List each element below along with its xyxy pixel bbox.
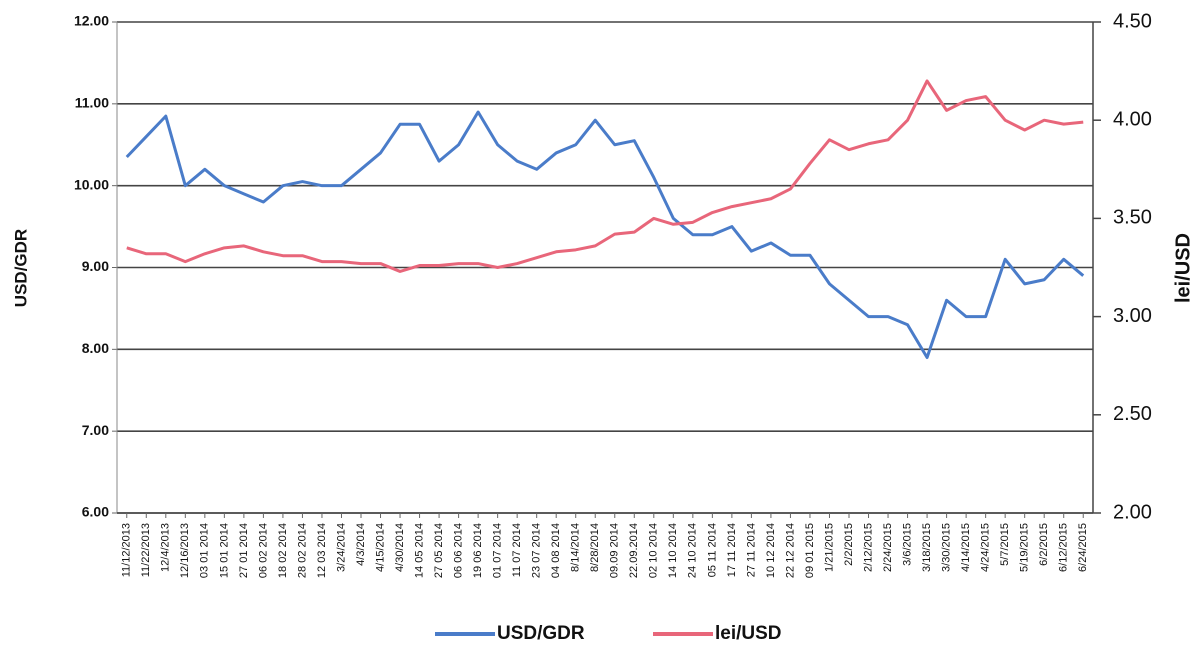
y-tick-label: 6.00: [82, 504, 109, 520]
x-tick-label: 12/16/2013: [179, 523, 191, 578]
x-tick-label: 22 12 2014: [784, 523, 796, 578]
y-tick-label: 9.00: [82, 258, 109, 274]
y2-tick-label: 4.00: [1113, 108, 1152, 130]
x-tick-label: 2/24/2015: [882, 523, 894, 572]
x-tick-label: 5/19/2015: [1019, 523, 1031, 572]
x-tick-label: 4/24/2015: [980, 523, 992, 572]
x-tick-label: 24 10 2014: [687, 523, 699, 578]
x-tick-label: 12/4/2013: [160, 523, 172, 572]
x-tick-label: 18 02 2014: [277, 523, 289, 578]
x-tick-label: 27 01 2014: [238, 523, 250, 578]
x-tick-label: 09 01 2015: [804, 523, 816, 578]
y2-tick-label: 3.50: [1113, 207, 1152, 229]
x-tick-label: 3/24/2014: [335, 523, 347, 572]
y-tick-label: 11.00: [75, 95, 109, 111]
x-tick-label: 11/12/2013: [121, 523, 133, 577]
x-tick-label: 10 12 2014: [765, 523, 777, 578]
x-tick-label: 04 08 2014: [550, 523, 562, 578]
x-tick-label: 8/28/2014: [589, 523, 601, 572]
x-tick-label: 03 01 2014: [199, 523, 211, 578]
x-tick-label: 12 03 2014: [316, 523, 328, 578]
x-tick-label: 11/22/2013: [140, 523, 152, 577]
x-tick-label: 17 11 2014: [726, 523, 738, 577]
x-tick-label: 19 06 2014: [472, 523, 484, 578]
y-tick-label: 8.00: [82, 340, 109, 356]
x-tick-label: 15 01 2014: [218, 523, 230, 578]
x-tick-label: 02 10 2014: [648, 523, 660, 578]
y2-axis-label: lei/USD: [1172, 233, 1194, 303]
series-line: [125, 110, 1085, 360]
x-tick-label: 06 06 2014: [453, 523, 465, 578]
series-line: [126, 79, 1084, 273]
x-tick-label: 14 10 2014: [667, 523, 679, 578]
x-tick-label: 8/14/2014: [570, 523, 582, 572]
x-tick-label: 6/2/2015: [1038, 523, 1050, 566]
x-tick-label: 6/12/2015: [1058, 523, 1070, 572]
y2-tick-label: 3.00: [1113, 305, 1152, 327]
y-tick-label: 12.00: [74, 13, 109, 29]
legend-label: lei/USD: [715, 623, 782, 644]
x-tick-label: 4/30/2014: [394, 523, 406, 572]
x-tick-label: 22.09.2014: [628, 523, 640, 578]
y2-tick-label: 2.00: [1113, 501, 1152, 523]
x-tick-label: 3/6/2015: [901, 523, 913, 566]
legend-label: USD/GDR: [497, 623, 585, 644]
y-tick-label: 10.00: [74, 176, 109, 192]
x-tick-label: 4/15/2014: [374, 523, 386, 572]
x-tick-label: 4/3/2014: [355, 523, 367, 566]
y-axis-label: USD/GDR: [11, 229, 30, 307]
x-tick-label: 05 11 2014: [706, 523, 718, 577]
x-tick-label: 27 05 2014: [433, 523, 445, 578]
x-tick-label: 01 07 2014: [492, 523, 504, 578]
x-tick-label: 4/14/2015: [960, 523, 972, 572]
x-tick-label: 09.09 2014: [609, 523, 621, 578]
y2-tick-label: 2.50: [1113, 403, 1152, 425]
x-tick-label: 2/12/2015: [862, 523, 874, 572]
x-tick-label: 06 02 2014: [257, 523, 269, 578]
y-tick-label: 7.00: [82, 422, 109, 438]
x-tick-label: 5/7/2015: [999, 523, 1011, 566]
x-tick-label: 2/2/2015: [843, 523, 855, 566]
x-tick-label: 3/30/2015: [941, 523, 953, 572]
x-tick-label: 27 11 2014: [745, 523, 757, 577]
x-tick-label: 3/18/2015: [921, 523, 933, 572]
x-tick-label: 1/21/2015: [823, 523, 835, 572]
x-tick-label: 14 05 2014: [413, 523, 425, 578]
x-tick-label: 23 07 2014: [531, 523, 543, 578]
y2-tick-label: 4.50: [1113, 10, 1152, 32]
x-tick-label: 28 02 2014: [296, 523, 308, 578]
x-tick-label: 11 07 2014: [511, 523, 523, 577]
x-tick-label: 6/24/2015: [1077, 523, 1089, 572]
